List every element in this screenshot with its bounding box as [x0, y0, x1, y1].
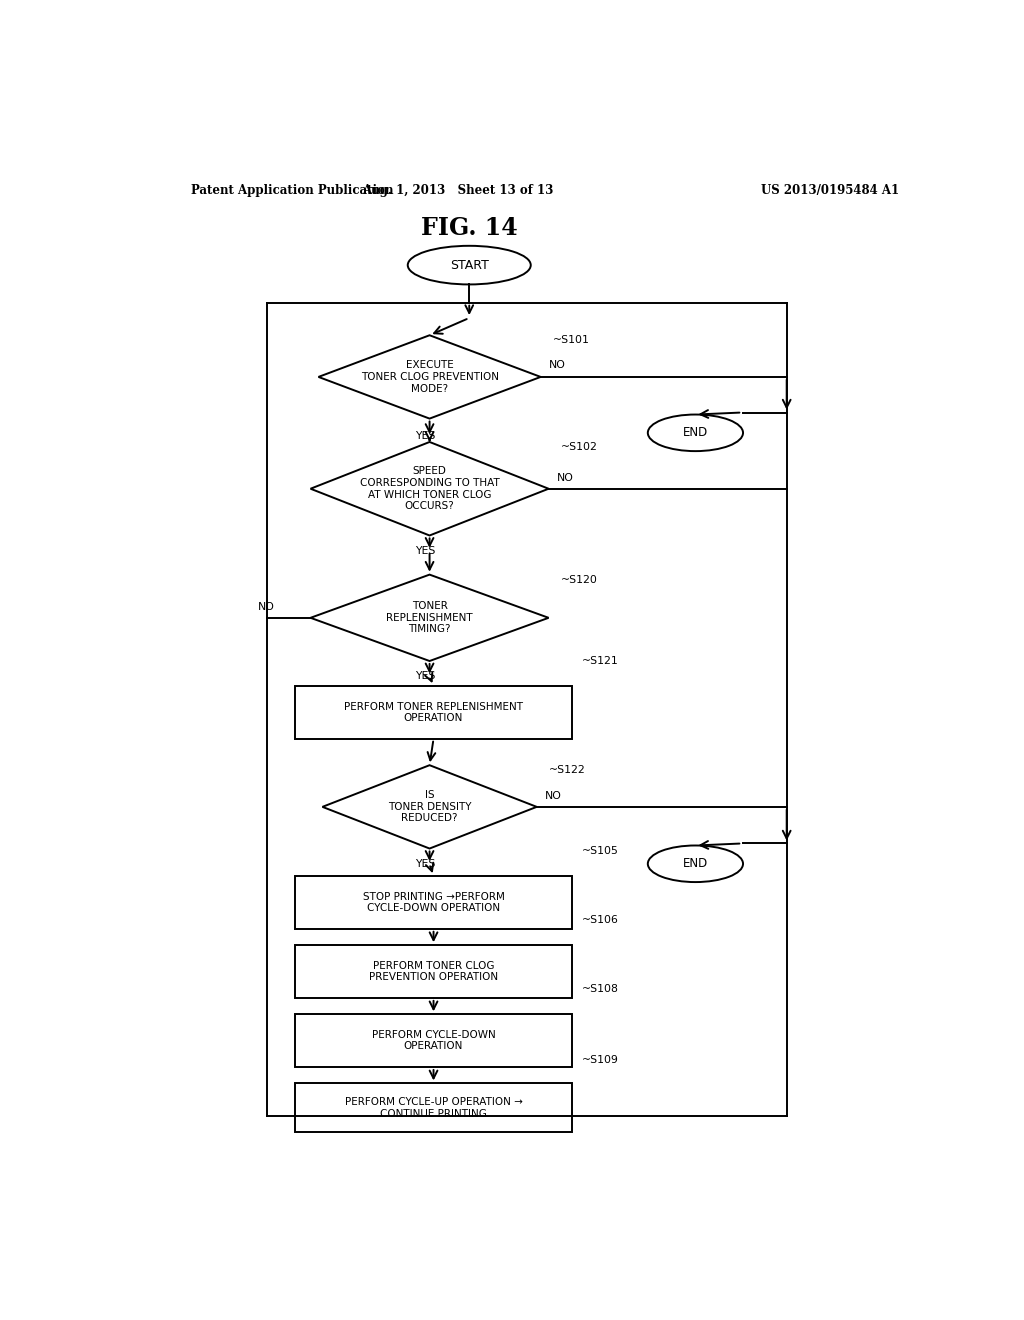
- Text: START: START: [450, 259, 488, 272]
- Text: ~S121: ~S121: [582, 656, 618, 665]
- Text: PERFORM TONER REPLENISHMENT
OPERATION: PERFORM TONER REPLENISHMENT OPERATION: [344, 701, 523, 723]
- Text: ~S109: ~S109: [582, 1055, 618, 1065]
- Text: ~S108: ~S108: [582, 983, 618, 994]
- Text: Patent Application Publication: Patent Application Publication: [191, 185, 394, 198]
- Text: ~S105: ~S105: [582, 846, 618, 855]
- Text: YES: YES: [416, 430, 436, 441]
- Text: IS
TONER DENSITY
REDUCED?: IS TONER DENSITY REDUCED?: [388, 791, 471, 824]
- Text: PERFORM TONER CLOG
PREVENTION OPERATION: PERFORM TONER CLOG PREVENTION OPERATION: [369, 961, 498, 982]
- Text: FIG. 14: FIG. 14: [421, 215, 517, 239]
- Text: ~S106: ~S106: [582, 915, 618, 925]
- Text: TONER
REPLENISHMENT
TIMING?: TONER REPLENISHMENT TIMING?: [386, 601, 473, 635]
- Text: END: END: [683, 426, 708, 440]
- Text: US 2013/0195484 A1: US 2013/0195484 A1: [761, 185, 899, 198]
- Text: END: END: [683, 857, 708, 870]
- Text: ~S120: ~S120: [560, 574, 597, 585]
- Text: YES: YES: [416, 859, 436, 869]
- Text: ~S101: ~S101: [553, 335, 590, 346]
- Text: EXECUTE
TONER CLOG PREVENTION
MODE?: EXECUTE TONER CLOG PREVENTION MODE?: [360, 360, 499, 393]
- Text: PERFORM CYCLE-DOWN
OPERATION: PERFORM CYCLE-DOWN OPERATION: [372, 1030, 496, 1052]
- Text: SPEED
CORRESPONDING TO THAT
AT WHICH TONER CLOG
OCCURS?: SPEED CORRESPONDING TO THAT AT WHICH TON…: [359, 466, 500, 511]
- Text: ~S102: ~S102: [560, 442, 597, 451]
- Text: YES: YES: [416, 545, 436, 556]
- Text: NO: NO: [549, 360, 565, 370]
- Text: NO: NO: [557, 473, 573, 483]
- Text: ~S122: ~S122: [549, 766, 586, 775]
- Text: STOP PRINTING →PERFORM
CYCLE-DOWN OPERATION: STOP PRINTING →PERFORM CYCLE-DOWN OPERAT…: [362, 891, 505, 913]
- Text: PERFORM CYCLE-UP OPERATION →
CONTINUE PRINTING: PERFORM CYCLE-UP OPERATION → CONTINUE PR…: [345, 1097, 522, 1118]
- Text: Aug. 1, 2013   Sheet 13 of 13: Aug. 1, 2013 Sheet 13 of 13: [361, 185, 553, 198]
- Text: NO: NO: [545, 791, 561, 801]
- Text: NO: NO: [258, 602, 274, 611]
- Text: YES: YES: [416, 671, 436, 681]
